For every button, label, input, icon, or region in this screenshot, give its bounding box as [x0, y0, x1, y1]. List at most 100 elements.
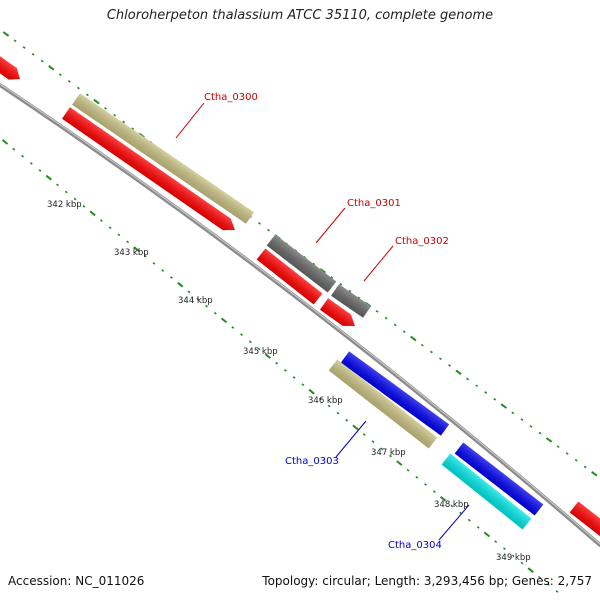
- gene-blue-1[interactable]: [340, 351, 450, 436]
- minor-tick: [538, 575, 541, 579]
- gene-label-ctha0300[interactable]: Ctha_0300: [204, 92, 258, 103]
- gene-cyan-ctha0304[interactable]: [441, 453, 532, 530]
- length-label: Length:: [374, 574, 421, 588]
- major-tick: [220, 317, 228, 324]
- minor-tick: [113, 113, 117, 117]
- major-tick: [2, 31, 10, 37]
- gene-red-3[interactable]: [256, 248, 323, 305]
- minor-tick: [529, 425, 533, 428]
- gene-khaki-ctha0300[interactable]: [72, 93, 254, 224]
- major-tick: [308, 388, 315, 395]
- minor-tick: [76, 86, 80, 90]
- minor-tick: [327, 404, 331, 408]
- gene-red-2[interactable]: [62, 107, 239, 236]
- minor-tick: [511, 554, 515, 558]
- scale-label: 342 kbp: [47, 200, 82, 210]
- gene-features[interactable]: [0, 56, 600, 541]
- scale-labels: 342 kbp 343 kbp 344 kbp 345 kbp 346 kbp …: [47, 200, 531, 563]
- minor-tick: [301, 383, 305, 387]
- gene-cyan-ctha0304-shading: [441, 453, 532, 530]
- minor-tick: [336, 411, 340, 415]
- minor-tick: [56, 183, 59, 187]
- gene-label-ctha0301[interactable]: Ctha_0301: [347, 198, 401, 209]
- minor-tick: [520, 561, 524, 565]
- major-tick: [410, 335, 417, 342]
- minor-tick: [31, 52, 35, 56]
- minor-tick: [339, 282, 343, 286]
- gene-red-5-shading: [569, 501, 600, 541]
- major-tick: [89, 210, 96, 217]
- minor-tick: [258, 222, 261, 225]
- genes-value: 2,757: [557, 574, 592, 588]
- minor-tick: [13, 39, 17, 43]
- gene-gray-ctha0301[interactable]: [266, 234, 337, 293]
- minor-tick: [371, 440, 375, 444]
- minor-tick: [275, 361, 279, 365]
- minor-tick: [292, 376, 296, 379]
- minor-tick: [402, 330, 406, 334]
- minor-tick: [187, 290, 191, 294]
- minor-tick: [231, 326, 235, 329]
- minor-tick: [40, 59, 44, 63]
- leader-ctha0302: [363, 245, 394, 282]
- minor-tick: [131, 127, 135, 131]
- gene-label-ctha0303[interactable]: Ctha_0303: [285, 456, 339, 467]
- minor-tick: [117, 233, 121, 237]
- leader-ctha0300: [175, 102, 205, 139]
- scale-label: 347 kbp: [371, 448, 406, 458]
- gene-red-4[interactable]: [319, 298, 359, 331]
- minor-tick: [406, 468, 410, 472]
- minor-tick: [484, 391, 488, 394]
- map-title: Chloroherpeton thalassium ATCC 35110, co…: [106, 8, 494, 23]
- minor-tick: [205, 304, 208, 308]
- scale-label: 346 kbp: [308, 396, 343, 406]
- minor-tick: [467, 518, 471, 522]
- minor-tick: [432, 490, 436, 494]
- minor-tick: [380, 447, 384, 451]
- gene-blue-1-shading: [340, 351, 450, 436]
- gene-red-1[interactable]: [0, 56, 24, 84]
- gene-red-4-shading: [319, 298, 356, 326]
- minor-tick: [143, 254, 147, 258]
- gene-labels: Ctha_0300 Ctha_0301 Ctha_0302 Ctha_0303 …: [204, 92, 449, 551]
- major-tick: [591, 470, 598, 477]
- major-tick: [93, 98, 100, 105]
- gene-label-ctha0302[interactable]: Ctha_0302: [395, 236, 449, 247]
- minor-tick: [152, 261, 156, 265]
- gene-khaki-ctha0303[interactable]: [328, 359, 438, 449]
- minor-tick: [161, 269, 165, 272]
- gene-red-3-shading: [256, 248, 323, 305]
- major-tick: [177, 281, 184, 288]
- major-tick: [48, 65, 55, 71]
- gene-gray-ctha0302[interactable]: [331, 284, 371, 318]
- gene-khaki-ctha0303-shading: [328, 359, 438, 449]
- minor-tick: [64, 190, 68, 194]
- minor-tick: [450, 504, 454, 508]
- gene-red-1-shading: [0, 56, 21, 80]
- minor-tick: [362, 433, 366, 436]
- minor-tick: [448, 364, 451, 367]
- minor-tick: [312, 262, 316, 266]
- major-tick: [319, 268, 326, 274]
- scale-label: 349 kbp: [496, 553, 531, 563]
- minor-tick: [12, 147, 16, 151]
- minor-tick: [375, 310, 379, 313]
- minor-tick: [267, 228, 270, 232]
- major-tick: [483, 531, 491, 538]
- accession-value: NC_011026: [75, 574, 145, 588]
- major-tick: [455, 369, 462, 376]
- scale-label: 343 kbp: [114, 248, 149, 258]
- minor-tick: [476, 525, 480, 529]
- major-tick: [545, 437, 553, 443]
- accession-info: Accession: NC_011026: [8, 574, 144, 588]
- gene-blue-2-shading: [454, 442, 544, 516]
- minor-tick: [82, 204, 86, 208]
- minor-tick: [424, 483, 427, 486]
- minor-tick: [493, 397, 497, 401]
- gene-label-ctha0304[interactable]: Ctha_0304: [388, 540, 442, 551]
- major-tick: [396, 460, 403, 466]
- minor-tick: [466, 377, 470, 381]
- gene-blue-2[interactable]: [454, 442, 544, 516]
- gene-red-5[interactable]: [569, 501, 600, 541]
